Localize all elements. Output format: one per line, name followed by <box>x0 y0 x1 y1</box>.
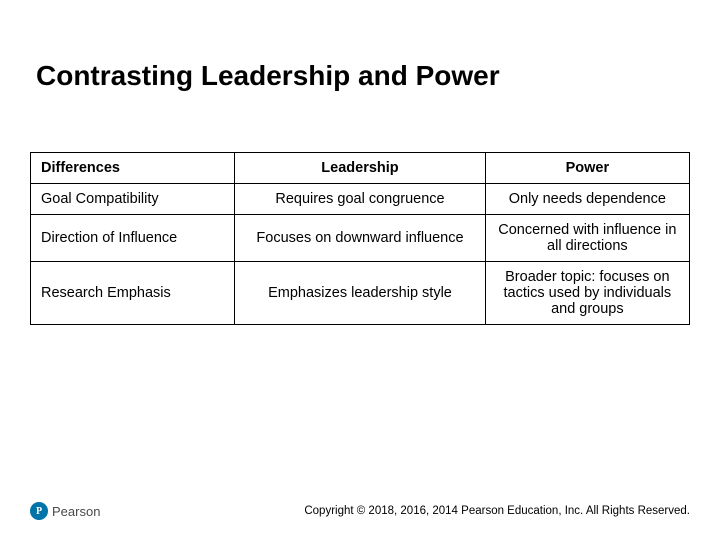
cell-power: Broader topic: focuses on tactics used b… <box>485 262 689 325</box>
cell-leadership: Focuses on downward influence <box>235 215 485 262</box>
slide-title: Contrasting Leadership and Power <box>30 60 690 92</box>
footer: P Pearson Copyright © 2018, 2016, 2014 P… <box>0 502 720 520</box>
header-differences: Differences <box>31 153 235 184</box>
table-row: Goal Compatibility Requires goal congrue… <box>31 184 690 215</box>
cell-leadership: Requires goal congruence <box>235 184 485 215</box>
pearson-logo: P Pearson <box>30 502 100 520</box>
pearson-logo-icon: P <box>30 502 48 520</box>
cell-differences: Research Emphasis <box>31 262 235 325</box>
slide: Contrasting Leadership and Power Differe… <box>0 0 720 540</box>
cell-power: Concerned with influence in all directio… <box>485 215 689 262</box>
cell-differences: Goal Compatibility <box>31 184 235 215</box>
header-power: Power <box>485 153 689 184</box>
table-row: Direction of Influence Focuses on downwa… <box>31 215 690 262</box>
cell-leadership: Emphasizes leadership style <box>235 262 485 325</box>
copyright-text: Copyright © 2018, 2016, 2014 Pearson Edu… <box>304 505 690 517</box>
header-leadership: Leadership <box>235 153 485 184</box>
pearson-logo-text: Pearson <box>52 504 100 519</box>
comparison-table: Differences Leadership Power Goal Compat… <box>30 152 690 325</box>
table-header-row: Differences Leadership Power <box>31 153 690 184</box>
cell-power: Only needs dependence <box>485 184 689 215</box>
table-row: Research Emphasis Emphasizes leadership … <box>31 262 690 325</box>
cell-differences: Direction of Influence <box>31 215 235 262</box>
